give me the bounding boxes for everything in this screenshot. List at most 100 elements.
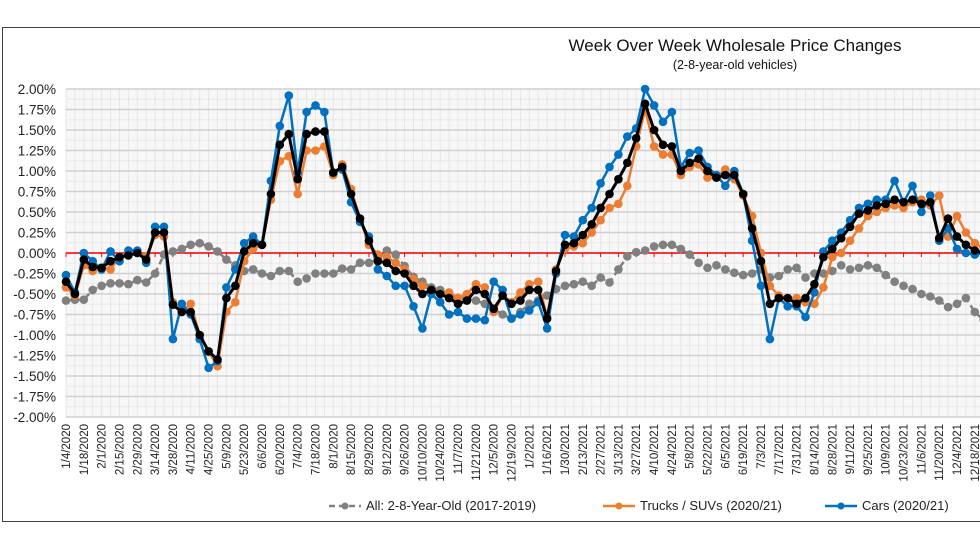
x-tick-label: 4/10/2021 bbox=[649, 424, 661, 475]
data-point bbox=[453, 307, 463, 317]
data-point bbox=[578, 277, 588, 287]
data-point bbox=[952, 244, 962, 254]
data-point bbox=[676, 244, 686, 254]
data-point bbox=[471, 314, 481, 323]
data-point bbox=[783, 265, 792, 274]
legend-item-all: All: 2-8-Year-Old (2017-2019) bbox=[328, 498, 536, 513]
data-point bbox=[605, 278, 614, 287]
data-point bbox=[462, 296, 472, 305]
data-point bbox=[952, 232, 962, 241]
data-point bbox=[658, 150, 668, 159]
data-point bbox=[578, 238, 588, 248]
data-point bbox=[480, 283, 490, 292]
chart-title: Week Over Week Wholesale Price Changes bbox=[568, 36, 902, 55]
x-tick-label: 11/20/2021 bbox=[934, 424, 946, 481]
data-point bbox=[337, 162, 347, 172]
y-tick-label: -0.50% bbox=[13, 287, 56, 302]
data-point bbox=[427, 285, 436, 295]
data-point bbox=[845, 236, 855, 245]
data-point bbox=[177, 307, 187, 317]
data-point bbox=[649, 125, 659, 135]
data-point bbox=[177, 244, 187, 254]
data-point bbox=[231, 297, 240, 307]
data-point bbox=[320, 127, 329, 136]
y-tick-label: -1.00% bbox=[13, 328, 56, 343]
data-point bbox=[257, 269, 267, 278]
data-point bbox=[783, 293, 792, 303]
x-tick-label: 8/29/2020 bbox=[364, 424, 376, 475]
data-point bbox=[970, 238, 980, 248]
data-point bbox=[106, 265, 115, 274]
data-point bbox=[943, 214, 953, 223]
data-point bbox=[391, 250, 401, 259]
data-point bbox=[694, 154, 703, 163]
data-point bbox=[168, 334, 178, 344]
data-point bbox=[596, 273, 605, 282]
y-tick-label: 0.00% bbox=[18, 246, 56, 261]
data-point bbox=[908, 195, 917, 204]
data-point bbox=[239, 238, 249, 248]
data-point bbox=[88, 285, 97, 295]
data-point bbox=[516, 296, 525, 305]
x-tick-label: 1/30/2021 bbox=[560, 424, 572, 475]
legend-label: All: 2-8-Year-Old (2017-2019) bbox=[366, 498, 537, 513]
x-tick-label: 6/5/2021 bbox=[720, 424, 732, 469]
data-point bbox=[542, 324, 552, 333]
data-point bbox=[640, 99, 650, 109]
data-point bbox=[480, 315, 490, 325]
data-point bbox=[150, 269, 160, 278]
data-point bbox=[391, 266, 401, 276]
data-point bbox=[462, 314, 472, 323]
data-point bbox=[703, 173, 712, 182]
data-point bbox=[658, 140, 668, 150]
x-tick-label: 1/16/2021 bbox=[542, 424, 554, 475]
data-point bbox=[721, 181, 730, 191]
data-point bbox=[934, 233, 944, 243]
y-tick-label: 0.50% bbox=[18, 205, 56, 220]
chart-frame bbox=[2, 27, 980, 522]
data-point bbox=[730, 268, 739, 278]
x-tick-label: 2/13/2021 bbox=[578, 424, 590, 475]
x-tick-label: 5/8/2021 bbox=[685, 424, 697, 469]
x-tick-label: 8/15/2020 bbox=[346, 424, 358, 475]
data-point bbox=[899, 197, 908, 207]
data-point bbox=[845, 265, 855, 274]
legend-marker-gray bbox=[329, 502, 361, 509]
data-point bbox=[614, 174, 623, 184]
x-tick-label: 10/24/2020 bbox=[435, 424, 447, 482]
data-point bbox=[106, 279, 115, 288]
data-point bbox=[275, 140, 285, 150]
x-tick-label: 9/12/2020 bbox=[382, 424, 394, 475]
data-point bbox=[828, 252, 837, 262]
data-point bbox=[355, 258, 365, 268]
data-point bbox=[115, 252, 124, 262]
data-point bbox=[133, 275, 142, 285]
data-point bbox=[658, 117, 668, 127]
data-point bbox=[186, 307, 195, 317]
data-point bbox=[204, 363, 213, 373]
data-point bbox=[141, 278, 151, 287]
data-point bbox=[712, 261, 721, 270]
data-point bbox=[106, 247, 115, 256]
data-point bbox=[320, 269, 329, 278]
data-point bbox=[97, 263, 106, 273]
data-point bbox=[435, 297, 445, 307]
y-tick-label: -0.75% bbox=[13, 308, 56, 323]
data-point bbox=[801, 312, 810, 322]
data-point bbox=[391, 258, 401, 268]
data-point bbox=[605, 162, 614, 172]
x-tick-label: 5/23/2020 bbox=[239, 424, 251, 475]
x-tick-label: 8/14/2021 bbox=[809, 424, 821, 475]
chart-subtitle: (2-8-year-old vehicles) bbox=[672, 58, 798, 72]
data-point bbox=[943, 302, 953, 312]
x-tick-label: 2/29/2020 bbox=[132, 424, 144, 475]
data-point bbox=[854, 263, 864, 273]
data-point bbox=[819, 283, 828, 292]
data-point bbox=[70, 289, 80, 299]
x-tick-label: 2/1/2020 bbox=[97, 424, 109, 469]
x-tick-label: 3/13/2021 bbox=[613, 424, 625, 475]
data-point bbox=[890, 176, 899, 186]
data-point bbox=[569, 238, 579, 248]
data-point bbox=[124, 251, 133, 260]
data-point bbox=[471, 296, 481, 305]
